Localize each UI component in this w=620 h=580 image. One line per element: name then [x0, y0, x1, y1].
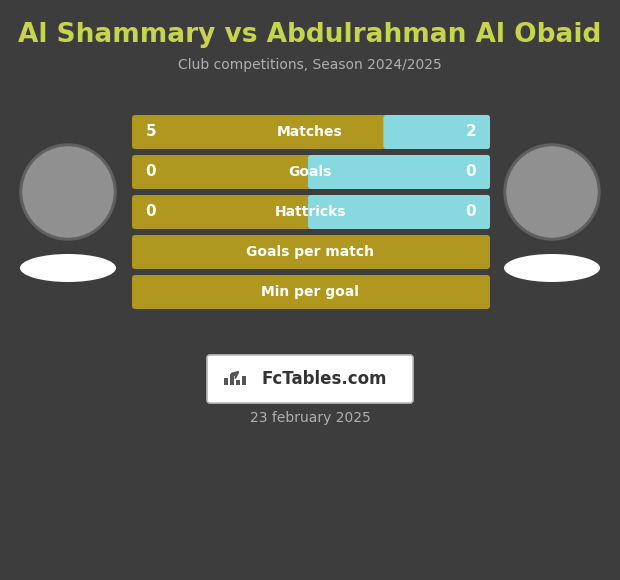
- FancyBboxPatch shape: [383, 115, 490, 149]
- FancyBboxPatch shape: [132, 195, 490, 229]
- Bar: [230, 374, 234, 385]
- Bar: [224, 378, 228, 385]
- FancyBboxPatch shape: [132, 115, 490, 149]
- Text: 5: 5: [146, 125, 156, 140]
- Text: Al Shammary vs Abdulrahman Al Obaid: Al Shammary vs Abdulrahman Al Obaid: [19, 22, 601, 48]
- FancyBboxPatch shape: [308, 195, 490, 229]
- Text: 2: 2: [466, 125, 476, 140]
- Bar: [242, 376, 246, 385]
- Bar: [236, 380, 240, 385]
- Text: Goals: Goals: [288, 165, 332, 179]
- Text: Goals per match: Goals per match: [246, 245, 374, 259]
- Text: 23 february 2025: 23 february 2025: [250, 411, 370, 425]
- Text: Hattricks: Hattricks: [274, 205, 346, 219]
- FancyBboxPatch shape: [132, 235, 490, 269]
- Text: Club competitions, Season 2024/2025: Club competitions, Season 2024/2025: [178, 58, 442, 72]
- Ellipse shape: [504, 254, 600, 282]
- FancyBboxPatch shape: [132, 275, 490, 309]
- Circle shape: [20, 144, 116, 240]
- FancyBboxPatch shape: [308, 155, 490, 189]
- Text: 0: 0: [466, 205, 476, 219]
- Circle shape: [504, 144, 600, 240]
- Text: Min per goal: Min per goal: [261, 285, 359, 299]
- Text: FcTables.com: FcTables.com: [261, 370, 387, 388]
- FancyBboxPatch shape: [132, 155, 490, 189]
- Ellipse shape: [20, 254, 116, 282]
- Text: Matches: Matches: [277, 125, 343, 139]
- FancyBboxPatch shape: [207, 355, 413, 403]
- Text: 0: 0: [146, 205, 156, 219]
- Text: 0: 0: [146, 165, 156, 179]
- Circle shape: [507, 147, 597, 237]
- Circle shape: [23, 147, 113, 237]
- Text: 0: 0: [466, 165, 476, 179]
